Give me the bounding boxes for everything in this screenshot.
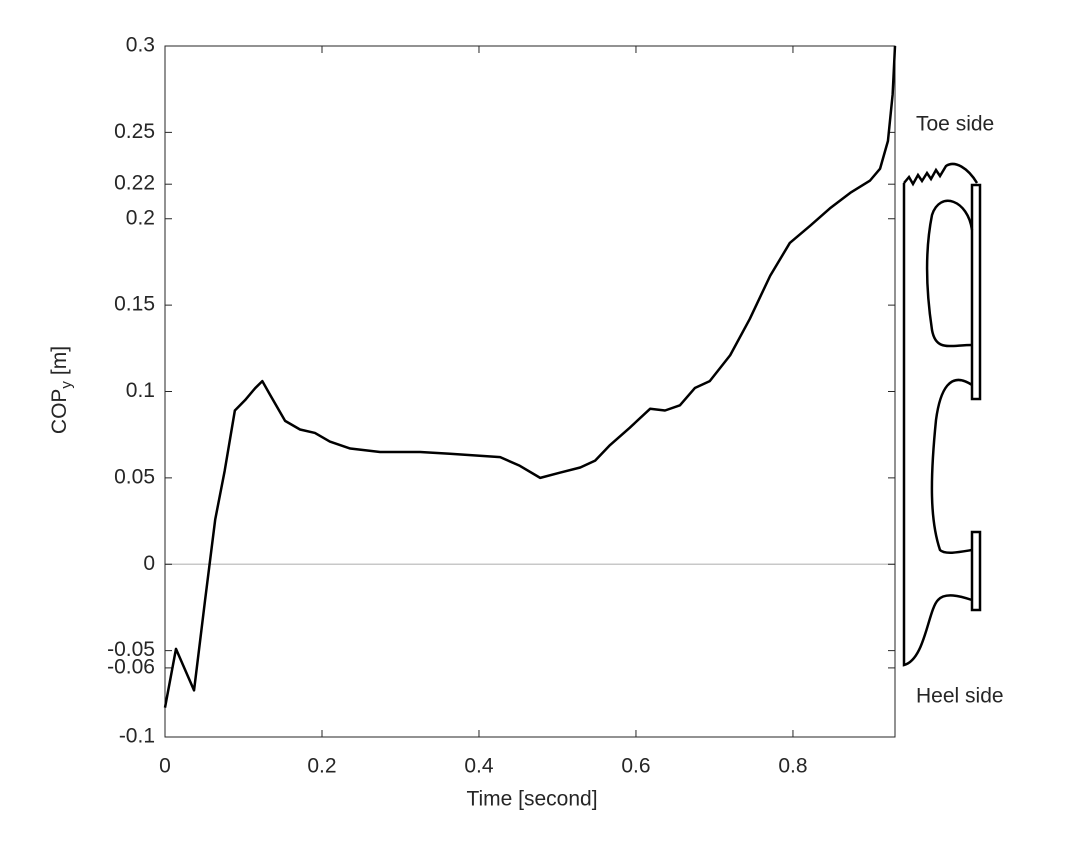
annotation: Heel side — [916, 685, 1004, 708]
y-tick-label: 0.2 — [126, 206, 155, 229]
y-tick-label: -0.05 — [107, 638, 155, 661]
x-tick-label: 0.2 — [307, 755, 336, 778]
plot-frame — [164, 45, 896, 738]
sensor-lower — [970, 530, 982, 612]
x-tick-label: 0.4 — [464, 755, 494, 778]
x-axis-label: Time [second] — [466, 788, 597, 811]
y-tick-label: 0.22 — [114, 172, 155, 195]
foot-diagram — [902, 162, 982, 667]
y-axis-label: COPy [m] — [48, 346, 75, 434]
foot-toe — [925, 199, 974, 348]
data-line — [163, 45, 897, 708]
y-tick-label: 0 — [143, 552, 155, 575]
y-tick-label: 0.25 — [114, 120, 155, 143]
y-label-subscript: y — [58, 381, 75, 389]
y-tick-label: 0.1 — [126, 379, 155, 402]
y-tick-label: 0.3 — [126, 34, 155, 57]
y-tick-label: 0.15 — [114, 293, 155, 316]
y-tick-label: -0.1 — [119, 725, 155, 748]
y-label-unit: [m] — [48, 346, 71, 375]
x-tick-label: 0.8 — [778, 755, 807, 778]
foot-toe-top — [903, 162, 979, 187]
annotation: Toe side — [916, 113, 994, 136]
sensor-upper — [970, 183, 982, 401]
y-tick-label: -0.06 — [107, 655, 155, 678]
y-tick-label: 0.05 — [114, 465, 155, 488]
y-label-base: COP — [48, 389, 71, 435]
foot-upper — [930, 378, 973, 554]
foot-outline — [902, 183, 973, 667]
x-tick-label: 0.6 — [621, 755, 650, 778]
x-tick-label: 0 — [159, 755, 171, 778]
